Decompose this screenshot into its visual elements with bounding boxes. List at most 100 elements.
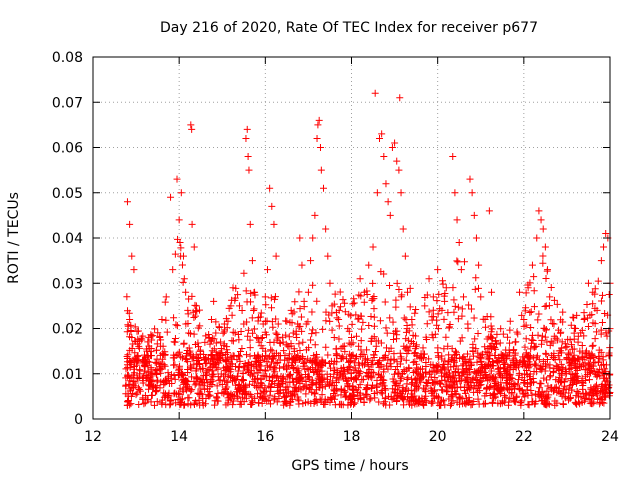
data-point [481,392,489,400]
data-point [262,352,270,360]
data-point [382,324,390,332]
data-point [472,234,480,242]
data-point [355,342,363,350]
data-point [247,289,255,297]
data-point [204,355,212,363]
data-point [171,375,179,383]
data-point [554,364,562,372]
data-point [515,384,523,392]
data-point [542,274,550,282]
data-point [421,293,429,301]
data-point [228,337,236,345]
data-point [429,293,437,301]
data-point [496,339,504,347]
data-point [434,266,442,274]
data-point [547,283,555,291]
data-point [175,348,183,356]
data-point [395,286,403,294]
data-point [455,394,463,402]
data-point [308,357,316,365]
data-point [222,351,230,359]
data-point [477,293,485,301]
data-point [565,384,573,392]
data-point [330,334,338,342]
data-point [238,377,246,385]
data-point [184,319,192,327]
data-point [460,353,468,361]
data-point [167,193,175,201]
data-point [412,343,420,351]
data-point [256,313,264,321]
data-point [574,376,582,384]
data-point [576,347,584,355]
data-point [337,354,345,362]
data-point [537,380,545,388]
data-point [369,361,377,369]
data-point [402,328,410,336]
data-point [410,392,418,400]
data-point [402,316,410,324]
data-point [191,312,199,320]
data-point [190,243,198,251]
data-point [520,390,528,398]
data-point [522,321,530,329]
data-point [390,355,398,363]
data-point [144,381,152,389]
data-point [528,398,536,406]
data-point [429,313,437,321]
data-point [254,317,262,325]
data-point [341,388,349,396]
data-point [275,395,283,403]
data-point [402,387,410,395]
data-point [263,266,271,274]
data-point [294,352,302,360]
data-point [463,350,471,358]
data-point [404,336,412,344]
data-point [187,121,195,129]
data-point [564,335,572,343]
data-point [345,327,353,335]
data-point [215,376,223,384]
data-point [330,386,338,394]
data-point [597,297,605,305]
y-tick-label: 0.08 [52,50,83,66]
data-point [340,363,348,371]
data-point [554,336,562,344]
data-point [383,329,391,337]
data-point [237,328,245,336]
data-point [436,380,444,388]
data-point [153,355,161,363]
data-point [230,376,238,384]
data-point [409,379,417,387]
data-point [511,385,519,393]
data-point [126,315,134,323]
data-point [525,401,533,409]
data-point [318,391,326,399]
data-point [589,288,597,296]
data-point [357,395,365,403]
data-point [559,308,567,316]
data-point [512,393,520,401]
data-point [287,390,295,398]
data-point [363,369,371,377]
data-point [234,372,242,380]
data-point [135,401,143,409]
data-point [205,334,213,342]
data-point [210,360,218,368]
data-point [177,244,185,252]
data-point [369,279,377,287]
data-point [288,310,296,318]
data-point [389,375,397,383]
data-point [185,295,193,303]
data-point [235,302,243,310]
data-point [126,374,134,382]
data-point [454,303,462,311]
data-point [298,327,306,335]
data-point [422,358,430,366]
data-point [361,361,369,369]
data-point [300,297,308,305]
data-point [507,381,515,389]
data-point [196,360,204,368]
data-point [246,220,254,228]
data-point [437,380,445,388]
